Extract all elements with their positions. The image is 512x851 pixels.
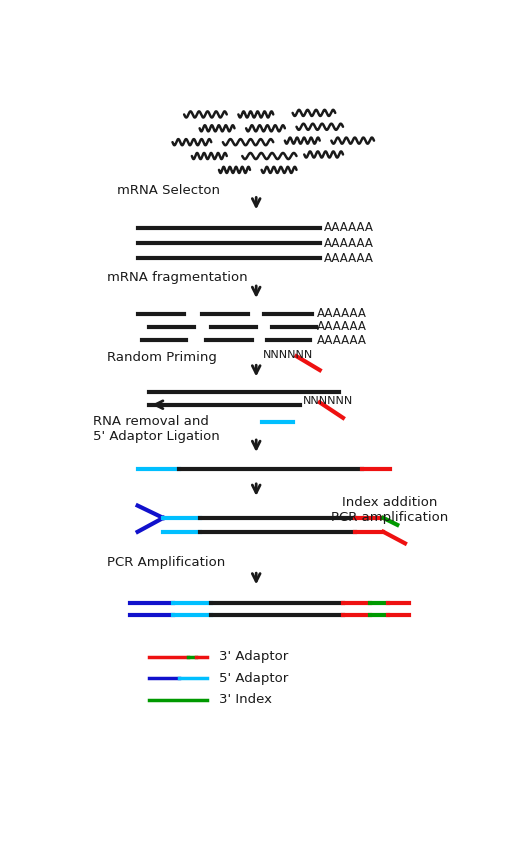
Text: AAAAAA: AAAAAA bbox=[325, 221, 374, 234]
Text: AAAAAA: AAAAAA bbox=[316, 334, 367, 346]
Text: NNNNNN: NNNNNN bbox=[303, 396, 353, 406]
Text: mRNA Selecton: mRNA Selecton bbox=[117, 184, 220, 197]
Text: 5' Adaptor: 5' Adaptor bbox=[219, 671, 288, 684]
Text: AAAAAA: AAAAAA bbox=[316, 321, 367, 334]
Text: Index addition
PCR amplification: Index addition PCR amplification bbox=[331, 496, 449, 524]
Text: 3' Index: 3' Index bbox=[219, 694, 272, 706]
Text: Random Priming: Random Priming bbox=[106, 351, 217, 364]
Text: AAAAAA: AAAAAA bbox=[325, 252, 374, 265]
Text: mRNA fragmentation: mRNA fragmentation bbox=[106, 271, 247, 284]
Text: NNNNNN: NNNNNN bbox=[262, 350, 313, 360]
Text: PCR Amplification: PCR Amplification bbox=[106, 556, 225, 569]
Text: AAAAAA: AAAAAA bbox=[325, 237, 374, 249]
Text: AAAAAA: AAAAAA bbox=[316, 307, 367, 320]
Text: RNA removal and
5' Adaptor Ligation: RNA removal and 5' Adaptor Ligation bbox=[94, 415, 220, 443]
Text: 3' Adaptor: 3' Adaptor bbox=[219, 650, 288, 663]
